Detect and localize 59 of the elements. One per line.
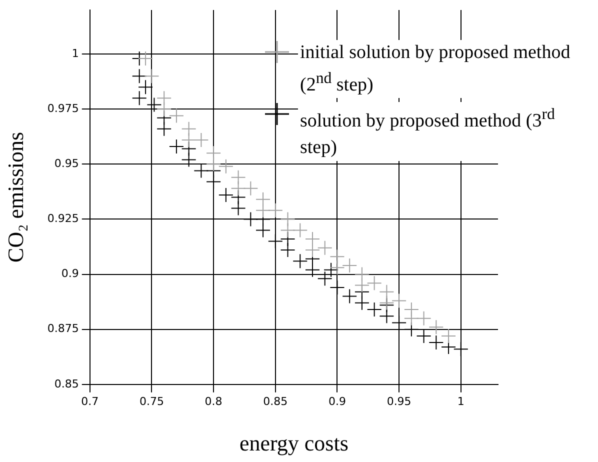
x-tick-label: 0.95: [386, 394, 412, 408]
point: [324, 262, 339, 278]
x-tick-label: 0.9: [328, 394, 346, 408]
point: [243, 212, 258, 227]
y-tick-label: 0.875: [47, 322, 79, 336]
y-tick-label: 0.95: [54, 157, 79, 170]
x-tick-label: 0.7: [81, 394, 99, 408]
point: [342, 258, 358, 273]
point: [292, 254, 308, 269]
point: [168, 108, 184, 124]
x-tick-label: 0.85: [263, 394, 288, 408]
point: [206, 156, 222, 172]
y-tick-label: 1: [72, 46, 79, 60]
text: solution by proposed method (3$^{rd}$ step): [300, 106, 555, 158]
y-axis-title: CO₂ emissions: [2, 132, 28, 262]
point: [268, 234, 283, 249]
point: [280, 222, 296, 238]
point: [416, 310, 432, 326]
point: [138, 50, 154, 66]
x-tick-label: 0.75: [139, 394, 164, 408]
point: [132, 68, 147, 84]
y-tick-label: 0.925: [47, 212, 79, 226]
point: [292, 222, 308, 238]
y-tick-label: 0.9: [61, 267, 79, 280]
point: [194, 163, 209, 178]
point: [218, 158, 234, 174]
point: [416, 328, 432, 344]
point: [366, 302, 382, 318]
x-tick-label: 0.8: [204, 394, 222, 408]
point: [144, 68, 160, 84]
point: [392, 293, 407, 308]
point: [342, 288, 358, 304]
point: [354, 278, 370, 293]
point: [330, 260, 345, 276]
point: [428, 320, 444, 335]
point: [156, 102, 172, 117]
legend-label: initial solution by proposed method (2$^{nd}$ step): [298, 40, 592, 98]
point: [268, 202, 283, 218]
point: [404, 310, 419, 326]
y-tick-label: 0.975: [47, 102, 79, 115]
point: [453, 342, 468, 357]
x-tick-label: 1: [457, 394, 464, 408]
point: [146, 97, 162, 112]
point: [366, 276, 382, 291]
point: [194, 132, 209, 148]
y-tick-label: 0.85: [54, 377, 79, 390]
point: [138, 80, 154, 95]
point: [317, 240, 332, 256]
point: [132, 90, 147, 106]
point: [441, 328, 456, 344]
point: [168, 139, 184, 154]
point: [317, 271, 332, 286]
point: [392, 315, 407, 330]
point: [243, 180, 258, 196]
x-axis-title: energy costs: [239, 430, 348, 456]
point: [218, 188, 234, 202]
point: [230, 180, 246, 196]
point: [428, 335, 444, 350]
point: [181, 132, 196, 148]
